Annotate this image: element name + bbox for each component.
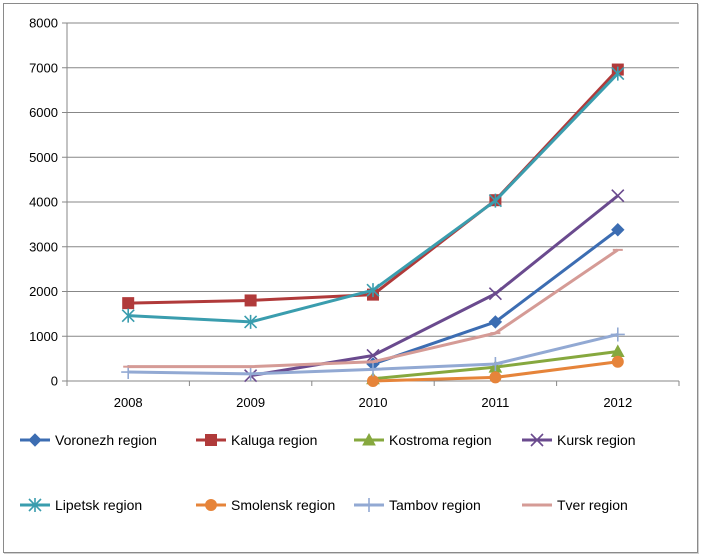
data-point xyxy=(122,297,135,310)
legend-label: Tver region xyxy=(557,497,628,513)
legend-item: Smolensk region xyxy=(196,497,335,513)
y-tick-label: 5000 xyxy=(29,150,58,165)
x-tick-label: 2009 xyxy=(236,395,265,410)
y-tick-label: 2000 xyxy=(29,284,58,299)
x-tick-label: 2010 xyxy=(359,395,388,410)
data-point xyxy=(243,366,258,381)
x-tick-label: 2011 xyxy=(481,395,509,410)
series-smolensk-region xyxy=(367,355,624,387)
axes xyxy=(62,22,680,386)
legend-marker xyxy=(28,433,42,447)
series-line xyxy=(128,248,619,369)
y-tick-label: 3000 xyxy=(29,239,58,254)
legend-item: Kaluga region xyxy=(196,432,317,448)
data-point xyxy=(611,66,625,81)
data-point xyxy=(488,287,502,301)
legend-item: Voronezh region xyxy=(20,432,157,448)
data-point xyxy=(244,294,257,307)
legend-marker xyxy=(530,433,544,447)
y-tick-label: 1000 xyxy=(29,329,58,344)
data-point xyxy=(366,283,380,298)
data-point xyxy=(488,193,502,208)
data-point xyxy=(611,189,625,203)
series-lipetsk-region xyxy=(121,66,625,329)
legend-item: Tambov region xyxy=(354,497,481,513)
data-point xyxy=(367,375,379,387)
series-kaluga-region xyxy=(122,63,624,310)
legend-item: Kursk region xyxy=(522,432,636,448)
legend-marker xyxy=(362,498,376,512)
legend-label: Voronezh region xyxy=(55,432,157,448)
data-point xyxy=(610,327,625,342)
data-point xyxy=(611,223,625,237)
series-line xyxy=(128,68,619,305)
legend-label: Kaluga region xyxy=(231,432,317,448)
legend-item: Lipetsk region xyxy=(20,497,142,513)
data-point xyxy=(489,371,502,384)
data-point xyxy=(366,362,380,377)
series-tver-region xyxy=(123,248,623,369)
y-axis-tick-labels: 0 1000 2000 3000 4000 5000 6000 7000 8000 xyxy=(29,16,58,389)
series-lines xyxy=(121,63,625,387)
legend-label: Lipetsk region xyxy=(55,497,142,513)
legend: Voronezh region Kaluga region Kostroma reg… xyxy=(20,432,636,513)
x-tick-label: 2012 xyxy=(603,395,632,410)
legend-label: Kursk region xyxy=(557,432,636,448)
data-point xyxy=(488,356,503,371)
legend-item: Kostroma region xyxy=(354,432,492,448)
y-tick-label: 4000 xyxy=(29,195,58,210)
series-voronezh-region xyxy=(366,223,625,371)
x-axis-tick-labels: 2008 2009 2010 2011 2012 xyxy=(114,395,633,410)
legend-marker xyxy=(362,432,376,446)
y-tick-label: 7000 xyxy=(29,60,58,75)
data-point xyxy=(488,315,503,329)
chart-frame xyxy=(3,3,698,553)
y-tick-label: 8000 xyxy=(29,16,58,31)
legend-item: Tver region xyxy=(522,497,628,513)
legend-label: Tambov region xyxy=(389,497,481,513)
legend-marker xyxy=(205,499,217,511)
y-tick-label: 0 xyxy=(51,374,58,389)
data-point xyxy=(244,314,258,329)
legend-marker xyxy=(28,498,42,512)
data-point xyxy=(121,308,135,323)
data-point xyxy=(611,355,624,368)
legend-marker xyxy=(205,434,217,446)
legend-label: Kostroma region xyxy=(389,432,492,448)
legend-label: Smolensk region xyxy=(231,497,335,513)
y-tick-label: 6000 xyxy=(29,105,58,120)
x-tick-label: 2008 xyxy=(114,395,143,410)
